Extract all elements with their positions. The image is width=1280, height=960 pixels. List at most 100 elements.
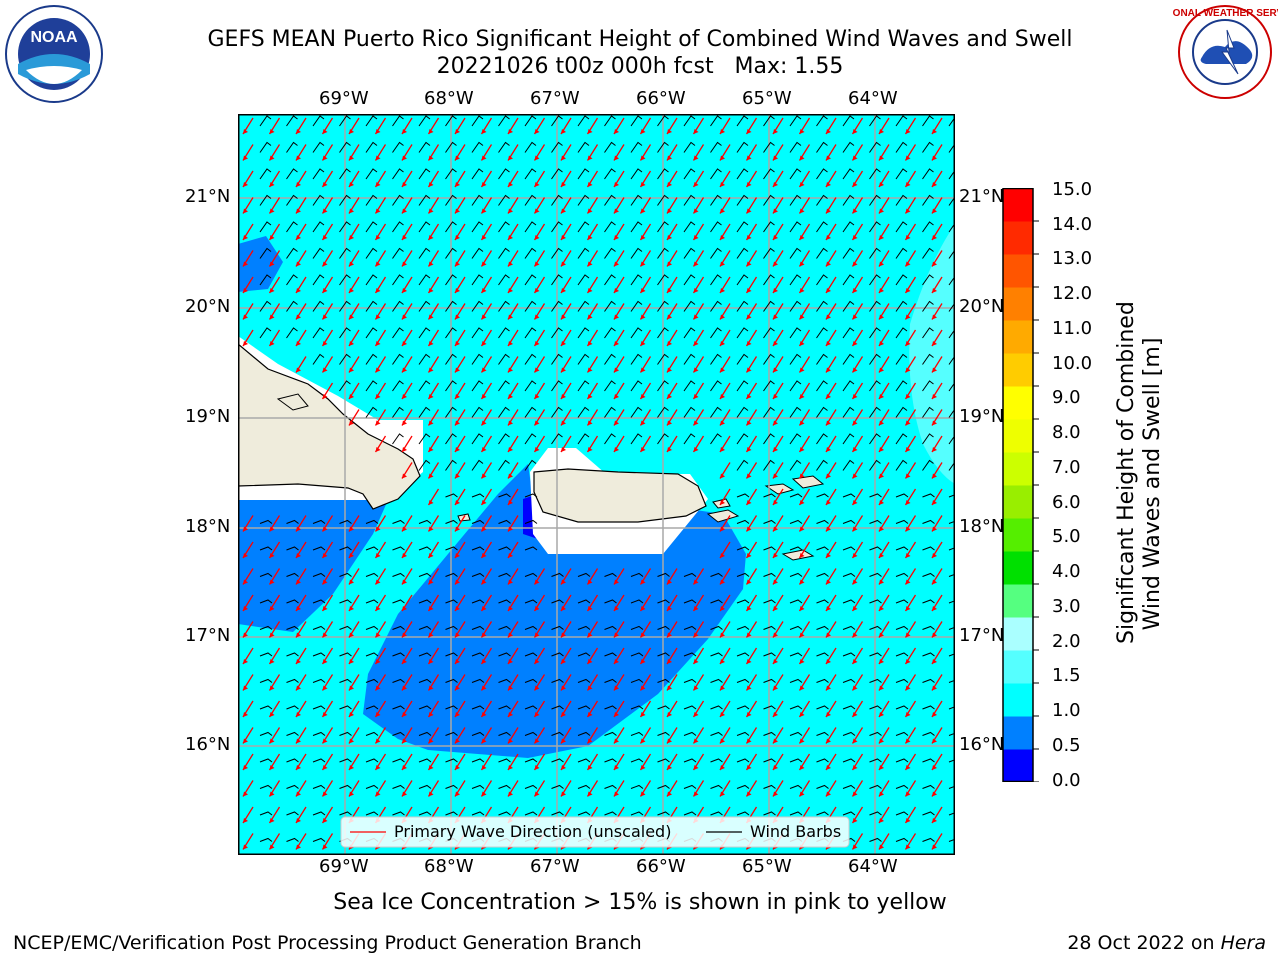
- noaa-logo-text: NOAA: [30, 29, 78, 46]
- lon-label-top: 64°W: [848, 88, 898, 109]
- wind-barb: [895, 247, 908, 259]
- wind-barb: [922, 731, 935, 736]
- wind-barb: [948, 732, 955, 736]
- wind-barb: [922, 572, 935, 577]
- wind-barb: [524, 353, 537, 365]
- wind-barb: [312, 353, 325, 365]
- wind-barb: [418, 731, 432, 736]
- wind-barb: [657, 784, 670, 789]
- wind-barb: [922, 274, 934, 286]
- lat-label-right: 18°N: [959, 516, 1005, 537]
- wind-barb: [365, 406, 378, 418]
- wind-barb: [312, 247, 325, 259]
- wind-barb: [763, 811, 776, 816]
- wind-barb: [736, 115, 749, 127]
- wind-barb: [710, 811, 723, 816]
- wind-barb: [630, 247, 643, 259]
- wind-barb: [471, 625, 485, 630]
- wind-barb: [763, 652, 776, 657]
- wind-barb: [577, 758, 591, 763]
- colorbar-tick: 11.0: [1052, 318, 1093, 339]
- wind-barb: [445, 353, 457, 365]
- wind-barb: [418, 652, 432, 657]
- wind-barb: [524, 300, 537, 312]
- land-hispaniola: [238, 343, 421, 510]
- wind-barb: [577, 433, 590, 445]
- wind-barb: [524, 274, 537, 286]
- wind-barb: [869, 194, 881, 206]
- wind-barb: [789, 731, 803, 736]
- colorbar-segment: [1003, 650, 1033, 684]
- wind-barb: [842, 546, 856, 551]
- wind-barb: [736, 731, 750, 736]
- wind-barb: [657, 758, 670, 763]
- wind-barb: [736, 758, 750, 763]
- noaa-logo: NOAA: [5, 5, 103, 103]
- wind-barb: [339, 546, 352, 551]
- wind-barb: [763, 194, 775, 206]
- wind-barb: [471, 459, 484, 471]
- wind-barb: [604, 380, 616, 392]
- wind-barb: [259, 327, 272, 339]
- wind-barb: [869, 678, 882, 683]
- wind-barb: [948, 812, 955, 816]
- wind-barb: [895, 493, 909, 498]
- wind-barb: [551, 141, 563, 153]
- wind-barb: [789, 221, 802, 233]
- wind-barb: [498, 678, 511, 683]
- wind-barb: [630, 194, 643, 206]
- wind-barb: [948, 169, 955, 180]
- wind-barb: [577, 221, 590, 233]
- lat-label-right: 21°N: [959, 186, 1005, 207]
- wind-barb: [259, 115, 272, 127]
- wind-barb: [842, 758, 856, 763]
- wind-barb: [816, 194, 828, 206]
- colorbar-segment: [1003, 353, 1033, 387]
- wind-barb: [339, 274, 351, 286]
- wind-barb: [312, 300, 325, 312]
- wind-barb: [816, 274, 828, 286]
- wind-barb: [736, 811, 750, 816]
- wind-barb: [816, 353, 828, 365]
- wind-barb: [604, 758, 617, 763]
- wind-barb: [948, 196, 955, 206]
- wind-barb: [498, 625, 511, 630]
- wind-barb: [630, 784, 644, 789]
- wind-barb: [259, 811, 273, 816]
- wind-barb: [498, 758, 511, 763]
- wind-barb: [710, 599, 723, 604]
- wind-barb: [816, 678, 829, 683]
- wind-barb: [286, 837, 299, 842]
- wind-barb: [445, 784, 458, 789]
- wind-barb: [365, 519, 379, 524]
- wind-barb: [365, 731, 379, 736]
- wind-barb: [736, 433, 749, 445]
- wind-barb: [816, 380, 828, 392]
- wind-barb: [895, 546, 909, 551]
- wind-barb: [312, 141, 325, 153]
- wind-barb: [657, 406, 669, 418]
- wind-barb: [259, 705, 273, 710]
- wind-barb: [392, 519, 405, 524]
- wind-barb: [683, 731, 697, 736]
- wind-barb: [418, 459, 431, 471]
- wind-barb: [763, 353, 775, 365]
- wind-barb: [842, 811, 856, 816]
- wind-barb: [816, 406, 828, 418]
- wind-barb: [365, 572, 379, 577]
- wind-barb: [524, 546, 538, 551]
- wind-barb: [418, 141, 431, 153]
- wind-barb: [763, 493, 776, 498]
- lat-label-right: 16°N: [959, 734, 1005, 755]
- colorbar-segment: [1003, 584, 1033, 618]
- wind-barb: [365, 115, 378, 127]
- wind-barb: [471, 327, 484, 339]
- wind-barb: [922, 459, 934, 471]
- wind-barb: [604, 274, 616, 286]
- wind-barb: [471, 274, 484, 286]
- nws-logo-text: NATIONAL WEATHER SERVICE: [1172, 8, 1278, 19]
- wind-barb: [948, 275, 955, 286]
- wind-barb: [816, 546, 829, 551]
- wind-barb: [312, 546, 326, 551]
- wind-barb: [710, 784, 723, 789]
